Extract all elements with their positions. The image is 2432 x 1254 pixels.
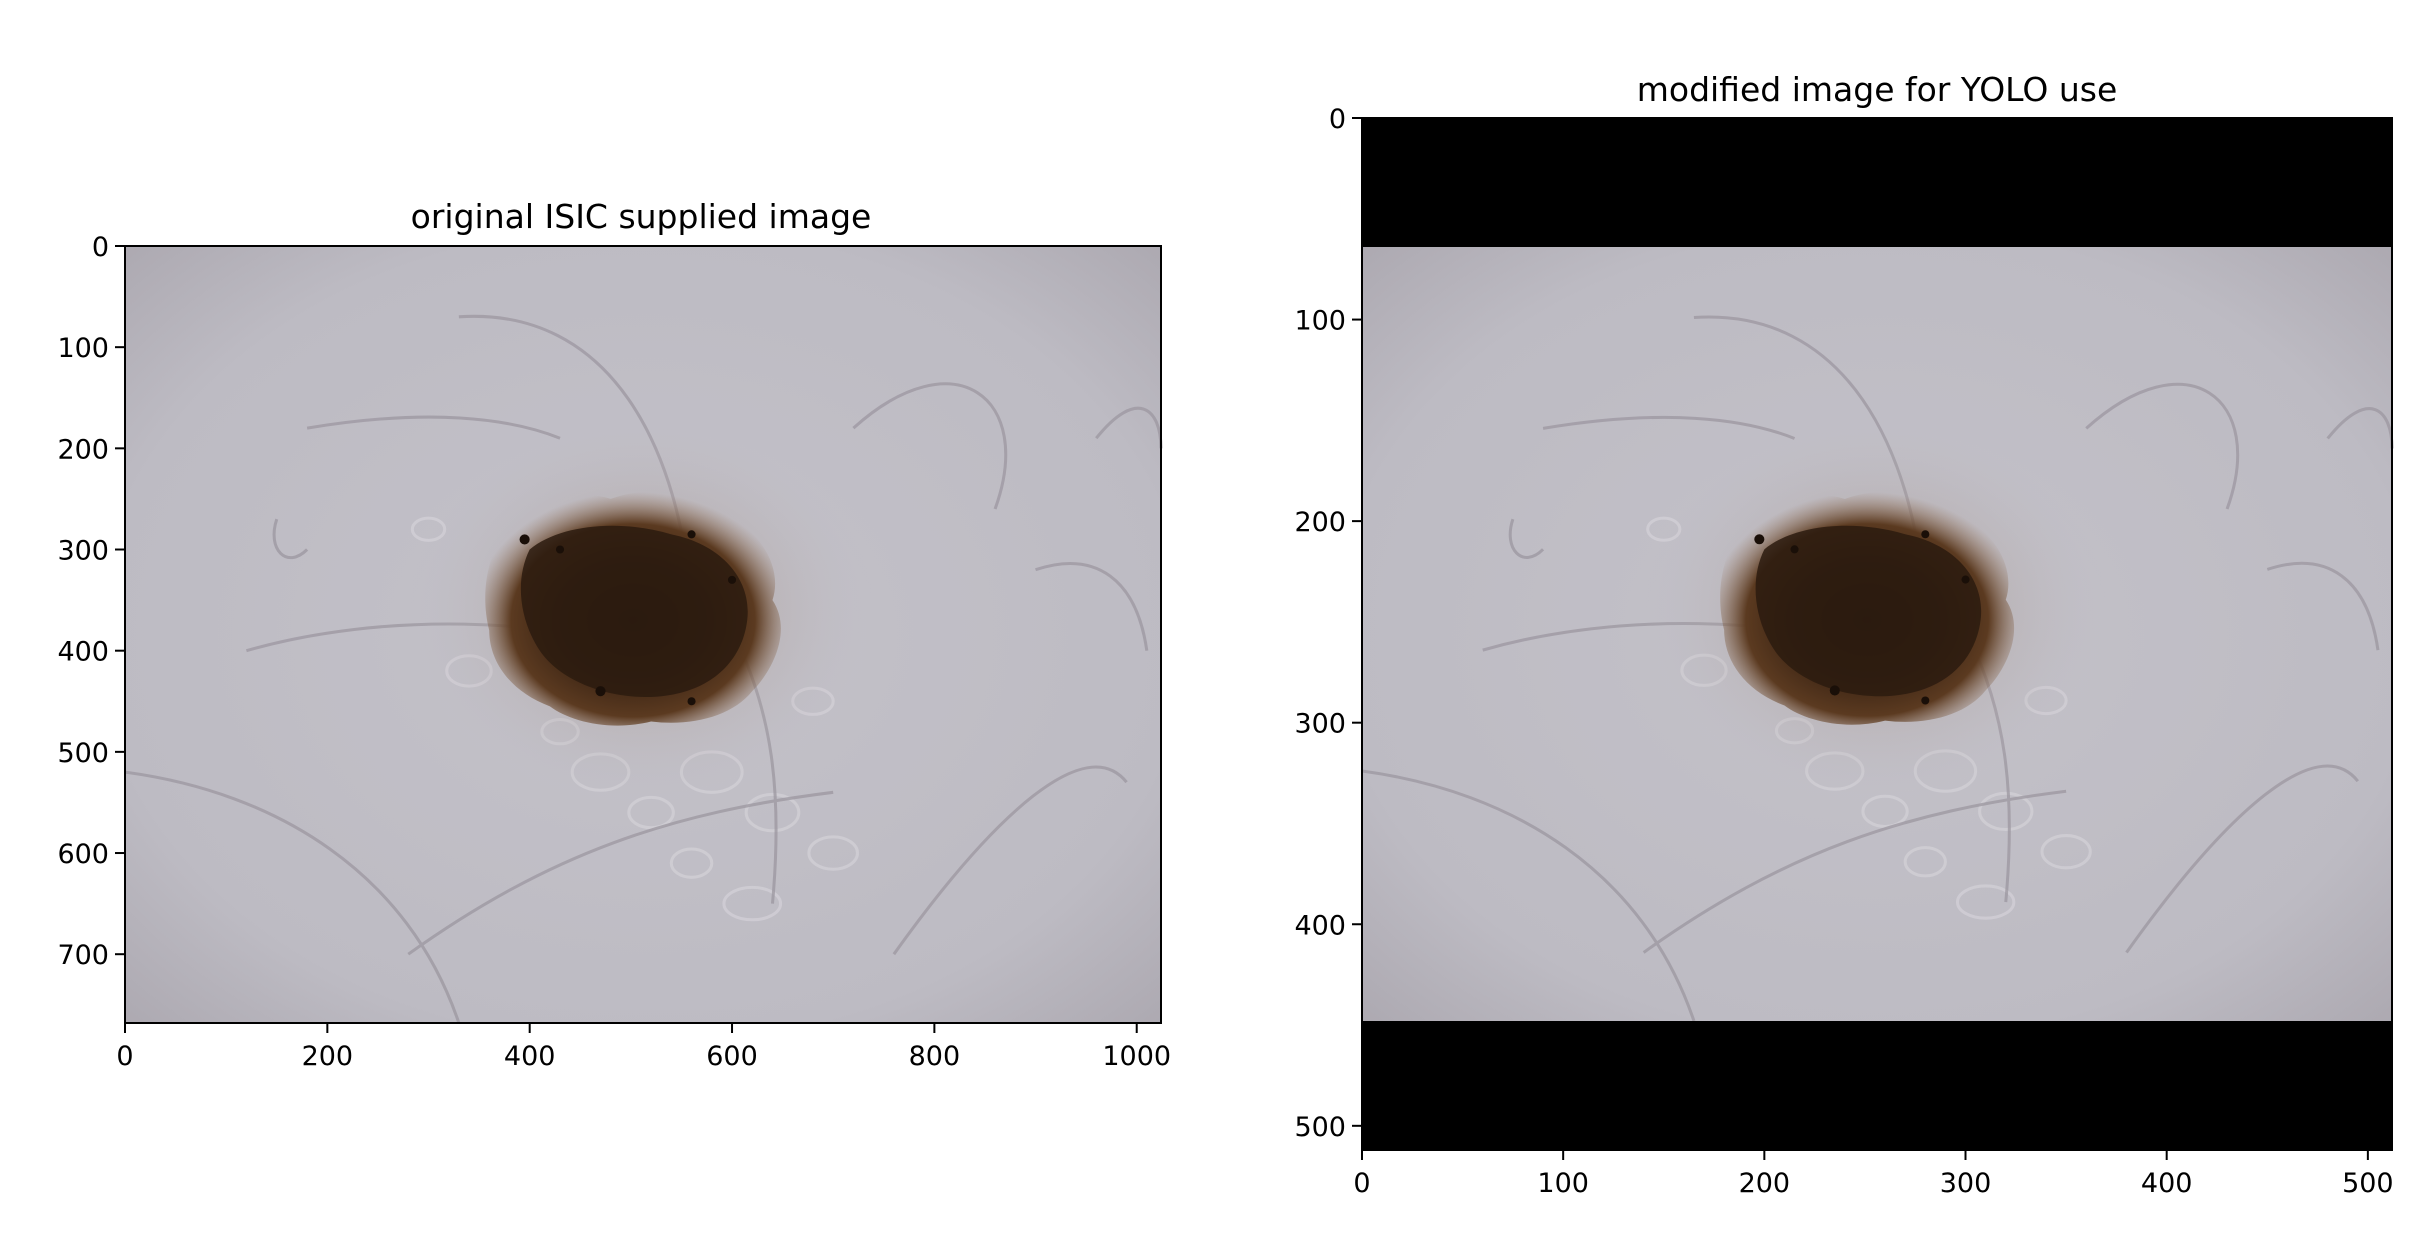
original-y-tick-label: 700: [57, 940, 109, 971]
original-y-tick-label: 0: [92, 232, 109, 263]
original-y-tick-label: 200: [57, 434, 109, 465]
original-y-tick-label: 100: [57, 333, 109, 364]
original-x-tick-label: 0: [116, 1041, 133, 1072]
padding-bar-top: [1362, 118, 2392, 247]
panel-original: original ISIC supplied image 0 200 400 600 8…: [57, 197, 1171, 1072]
x-axis-ticks-original: 0 200 400 600 800 1000: [116, 1023, 1171, 1072]
modified-y-tick-label: 0: [1329, 104, 1346, 135]
y-axis-ticks-modified: 0 100 200 300 400 500: [1294, 104, 1362, 1143]
original-y-tick-label: 500: [57, 738, 109, 769]
modified-x-tick-label: 100: [1537, 1168, 1589, 1199]
original-y-tick-label: 400: [57, 637, 109, 668]
modified-y-tick-label: 400: [1294, 910, 1346, 941]
modified-x-tick-label: 500: [2342, 1168, 2394, 1199]
modified-x-tick-label: 400: [2141, 1168, 2193, 1199]
modified-y-tick-label: 200: [1294, 507, 1346, 538]
chart-title-modified: modified image for YOLO use: [1637, 70, 2118, 109]
original-x-tick-label: 800: [909, 1041, 961, 1072]
original-x-tick-label: 400: [504, 1041, 556, 1072]
image-modified: [1360, 245, 2394, 1023]
axes-frame-modified: [1361, 117, 2393, 1151]
original-x-tick-label: 600: [706, 1041, 758, 1072]
padding-bar-bottom: [1362, 1021, 2392, 1150]
chart-title-original: original ISIC supplied image: [411, 197, 872, 236]
modified-x-tick-label: 300: [1940, 1168, 1992, 1199]
axes-frame-original: [124, 245, 1162, 1024]
y-axis-ticks-original: 0 100 200 300 400 500 600 700: [57, 232, 125, 971]
modified-x-tick-label: 200: [1739, 1168, 1791, 1199]
panel-modified: modified image for YOLO use 0 100 200 300 40…: [1294, 70, 2393, 1199]
original-y-tick-label: 600: [57, 839, 109, 870]
original-y-tick-label: 300: [57, 536, 109, 567]
x-axis-ticks-modified: 0 100 200 300 400 500: [1353, 1150, 2394, 1199]
original-x-tick-label: 200: [302, 1041, 354, 1072]
modified-y-tick-label: 100: [1294, 306, 1346, 337]
modified-y-tick-label: 300: [1294, 709, 1346, 740]
original-x-tick-label: 1000: [1102, 1041, 1171, 1072]
modified-x-tick-label: 0: [1353, 1168, 1370, 1199]
modified-y-tick-label: 500: [1294, 1112, 1346, 1143]
image-original: [123, 244, 1163, 1025]
